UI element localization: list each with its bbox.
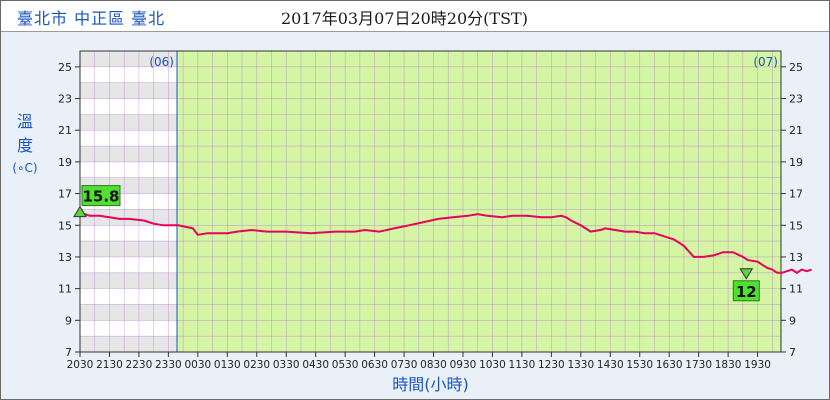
x-tick-label: 0730 (391, 359, 418, 371)
y-tick-label-right: 23 (789, 93, 803, 106)
y-tick-label-right: 17 (789, 188, 803, 201)
x-tick-label: 1430 (597, 359, 624, 371)
y-axis-title-char2: 度 (17, 136, 33, 155)
night-band (80, 272, 177, 289)
y-tick-label-right: 13 (789, 251, 803, 264)
night-band (80, 51, 177, 67)
daytime-region (177, 51, 781, 352)
x-tick-label: 1530 (626, 359, 653, 371)
temperature-chart: 7 7 9 9 11 11 13 13 15 15 17 17 19 19 21 21 23 23 25 25 2030… (12, 50, 812, 394)
y-tick-label-right: 25 (789, 61, 803, 74)
max-label-box (81, 185, 121, 207)
night-band (80, 146, 177, 162)
x-tick-label: 0230 (243, 359, 270, 371)
day-marker-label: (07) (753, 55, 778, 69)
y-tick-label-left: 9 (65, 314, 72, 327)
x-tick-label: 1730 (685, 359, 712, 371)
night-band (80, 209, 177, 226)
night-band (80, 304, 177, 321)
x-tick-label: 0930 (450, 359, 477, 371)
x-tick-label: 0530 (332, 359, 359, 371)
x-tick-label: 1930 (744, 359, 771, 371)
y-tick-label-left: 11 (58, 283, 72, 296)
y-tick-label-left: 15 (58, 219, 72, 232)
y-tick-label-right: 19 (789, 156, 803, 169)
x-tick-label: 2030 (67, 359, 94, 371)
y-tick-label-right: 15 (789, 219, 803, 232)
night-band (80, 114, 177, 131)
y-tick-label-right: 9 (789, 314, 796, 327)
x-tick-label: 0430 (302, 359, 329, 371)
x-tick-label: 1130 (509, 359, 536, 371)
x-tick-label: 2130 (96, 359, 123, 371)
night-band (80, 82, 177, 99)
observation-timestamp: 2017年03月07日20時20分(TST) (281, 9, 528, 28)
y-axis-title-char1: 溫 (17, 112, 33, 131)
day-marker-label: (06) (149, 55, 174, 69)
x-tick-label: 1230 (538, 359, 565, 371)
y-tick-label-left: 21 (58, 124, 72, 137)
night-band (80, 336, 177, 352)
night-band (80, 241, 177, 257)
max-marker (73, 205, 87, 218)
x-tick-label: 1830 (715, 359, 742, 371)
x-tick-label: 0830 (420, 359, 447, 371)
y-axis-unit: (∘C) (12, 161, 37, 175)
y-tick-label-left: 19 (58, 156, 72, 169)
min-marker (739, 268, 754, 280)
x-tick-label: 1030 (479, 359, 506, 371)
y-tick-label-left: 7 (65, 346, 72, 359)
x-tick-label: 0330 (273, 359, 300, 371)
x-axis-title: 時間(小時) (392, 375, 469, 394)
y-tick-label-left: 17 (58, 188, 72, 201)
y-tick-label-right: 7 (789, 346, 796, 359)
x-tick-label: 2330 (155, 359, 182, 371)
x-tick-label: 0030 (184, 359, 211, 371)
x-tick-label: 2230 (126, 359, 153, 371)
y-tick-label-left: 13 (58, 251, 72, 264)
header-bar: 臺北市 中正區 臺北 2017年03月07日20時20分(TST) (1, 1, 829, 32)
y-tick-label-left: 25 (58, 61, 72, 74)
x-tick-label: 0130 (214, 359, 241, 371)
y-tick-label-right: 11 (789, 283, 803, 296)
station-location: 臺北市 中正區 臺北 (17, 9, 166, 28)
x-tick-label: 0630 (361, 359, 388, 371)
y-tick-label-right: 21 (789, 124, 803, 137)
min-label-box (732, 280, 760, 302)
y-tick-label-left: 23 (58, 93, 72, 106)
plot-border (79, 50, 782, 353)
x-tick-label: 1330 (567, 359, 594, 371)
x-tick-label: 1630 (656, 359, 683, 371)
temperature-line (79, 211, 812, 274)
min-label: 12 (736, 283, 757, 301)
max-label: 15.8 (82, 188, 119, 206)
